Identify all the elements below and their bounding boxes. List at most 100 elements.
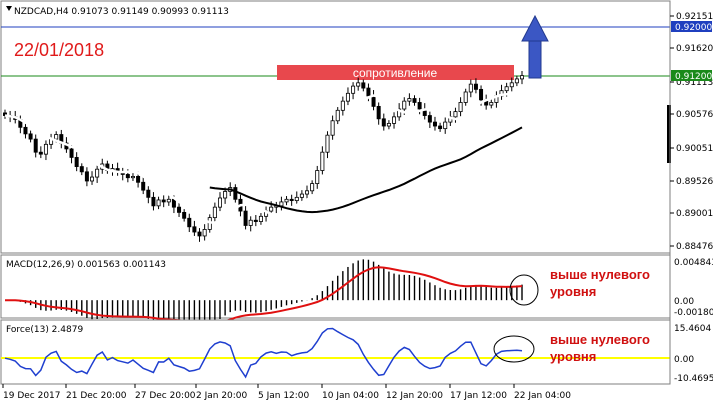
candle-body: [479, 88, 484, 101]
force-tick-bottom: -10.4695: [674, 374, 713, 384]
candle-body: [463, 91, 468, 103]
time-tick-label: 22 Jan 04:00: [514, 391, 571, 401]
time-tick-label: 10 Jan 04:00: [322, 391, 379, 401]
candle-body: [330, 120, 335, 136]
time-tick-label: 2 Jan 20:00: [196, 391, 248, 401]
force-header: Force(13) 2.4879: [6, 325, 83, 335]
candle-body: [310, 183, 315, 192]
candle-body: [192, 226, 197, 233]
macd-header: MACD(12,26,9) 0.001563 0.001143: [6, 260, 166, 270]
force-note-line1: выше нулевого: [550, 332, 650, 347]
candle-body: [146, 189, 151, 198]
scrollbar-handle[interactable]: [667, 105, 671, 163]
candle-body: [432, 121, 437, 127]
candle-body: [248, 219, 253, 226]
candle-body: [376, 105, 381, 120]
candle-body: [269, 206, 274, 212]
candle-body: [520, 75, 525, 80]
time-tick-label: 17 Jan 12:00: [450, 391, 507, 401]
candle-body: [438, 125, 443, 130]
force-index-line: [4, 327, 523, 379]
candle-body: [412, 98, 417, 103]
candle-body: [381, 118, 386, 127]
resistance-label: сопротивление: [353, 66, 438, 80]
force-index-pane[interactable]: Force(13) 2.4879 выше нулевого уровня: [0, 319, 671, 385]
time-tick-label: 12 Jan 20:00: [386, 391, 443, 401]
candle-body: [305, 190, 310, 195]
candle-body: [366, 87, 371, 97]
candle-body: [468, 83, 473, 93]
time-tick-label: 27 Dec 20:00: [135, 391, 196, 401]
resistance-zone: сопротивление: [277, 65, 514, 80]
price-pane-frame: [0, 0, 671, 254]
macd-signal-line: [5, 266, 523, 326]
candle-body: [514, 78, 519, 84]
candle-body: [125, 174, 130, 179]
force-highlight-circle: [493, 335, 535, 363]
price-tick-label: 0.91113: [676, 78, 713, 88]
candle-body: [345, 92, 350, 102]
candle-body: [299, 193, 304, 198]
candle-body: [258, 215, 263, 222]
macd-note-line1: выше нулевого: [550, 267, 650, 282]
price-tick-label: 0.90051: [676, 144, 713, 154]
candle-body: [443, 121, 448, 130]
collapse-triangle-icon[interactable]: [6, 6, 12, 11]
candle-body: [79, 166, 84, 173]
candle-body: [509, 82, 514, 88]
force-tick-top: 15.4604: [674, 324, 711, 334]
macd-tick-zero: 0.00: [674, 297, 694, 307]
candle-body: [130, 176, 135, 179]
candle-body: [279, 201, 284, 207]
candle-body: [171, 198, 176, 208]
macd-highlight-circle: [509, 274, 539, 306]
slow-moving-average-line: [209, 126, 523, 214]
force-note-line2: уровня: [550, 349, 596, 364]
macd-tick-bottom: -0.001806: [674, 308, 713, 318]
candle-body: [320, 151, 325, 171]
price-tick-label: 0.90576: [676, 110, 713, 120]
fast-moving-average-line: [4, 88, 523, 224]
candle-body: [356, 82, 361, 87]
candle-body: [161, 199, 166, 203]
candle-body: [361, 82, 366, 89]
candle-body: [453, 111, 458, 118]
candle-body: [84, 171, 89, 182]
level-badge-label: 0.91200: [675, 72, 712, 82]
price-tick-label: 0.88476: [676, 242, 713, 252]
price-pane-header: NZDCAD,H4 0.91073 0.91149 0.90993 0.9111…: [14, 7, 229, 17]
candle-body: [397, 108, 402, 118]
candle-body: [289, 198, 294, 202]
level-badge: [671, 21, 712, 32]
price-pane[interactable]: NZDCAD,H4 0.91073 0.91149 0.90993 0.9111…: [0, 0, 671, 254]
candle-body: [74, 157, 79, 167]
candle-body: [69, 148, 74, 158]
candle-body: [417, 102, 422, 110]
candle-body: [95, 168, 100, 178]
candle-body: [315, 170, 320, 185]
candle-body: [243, 210, 248, 226]
candle-body: [223, 191, 228, 199]
candle-body: [407, 98, 412, 102]
time-tick-label: 21 Dec 20:00: [66, 391, 127, 401]
level-badge: [671, 70, 712, 81]
candle-body: [504, 86, 509, 92]
candle-body: [402, 100, 407, 110]
candle-body: [38, 151, 43, 155]
macd-histogram: [9, 259, 523, 327]
macd-note-line2: уровня: [550, 284, 596, 299]
candle-body: [340, 100, 345, 111]
candle-body: [473, 83, 478, 90]
candle-body: [233, 187, 238, 200]
candle-body: [166, 198, 171, 203]
candle-body: [392, 116, 397, 124]
macd-pane[interactable]: MACD(12,26,9) 0.001563 0.001143 выше нул…: [0, 254, 671, 327]
candle-body: [141, 181, 146, 191]
force-tick-zero: 0.00: [674, 355, 694, 365]
candle-body: [187, 217, 192, 228]
candle-body: [28, 133, 33, 140]
time-tick-label: 19 Dec 2017: [3, 391, 61, 401]
candle-body: [136, 176, 141, 183]
candle-body: [151, 196, 156, 207]
